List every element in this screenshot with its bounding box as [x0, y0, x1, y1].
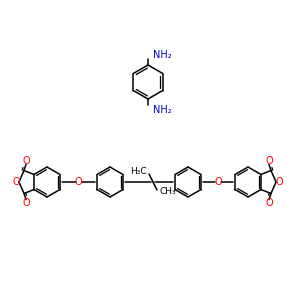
- Text: O: O: [22, 199, 30, 208]
- Text: O: O: [265, 199, 273, 208]
- Text: O: O: [265, 155, 273, 166]
- Text: O: O: [22, 155, 30, 166]
- Text: CH₃: CH₃: [159, 188, 175, 196]
- Text: O: O: [75, 177, 82, 187]
- Text: NH₂: NH₂: [153, 50, 172, 60]
- Text: H₃C: H₃C: [130, 167, 147, 176]
- Text: O: O: [214, 177, 222, 187]
- Text: O: O: [275, 177, 283, 187]
- Text: NH₂: NH₂: [153, 105, 172, 115]
- Text: O: O: [12, 177, 20, 187]
